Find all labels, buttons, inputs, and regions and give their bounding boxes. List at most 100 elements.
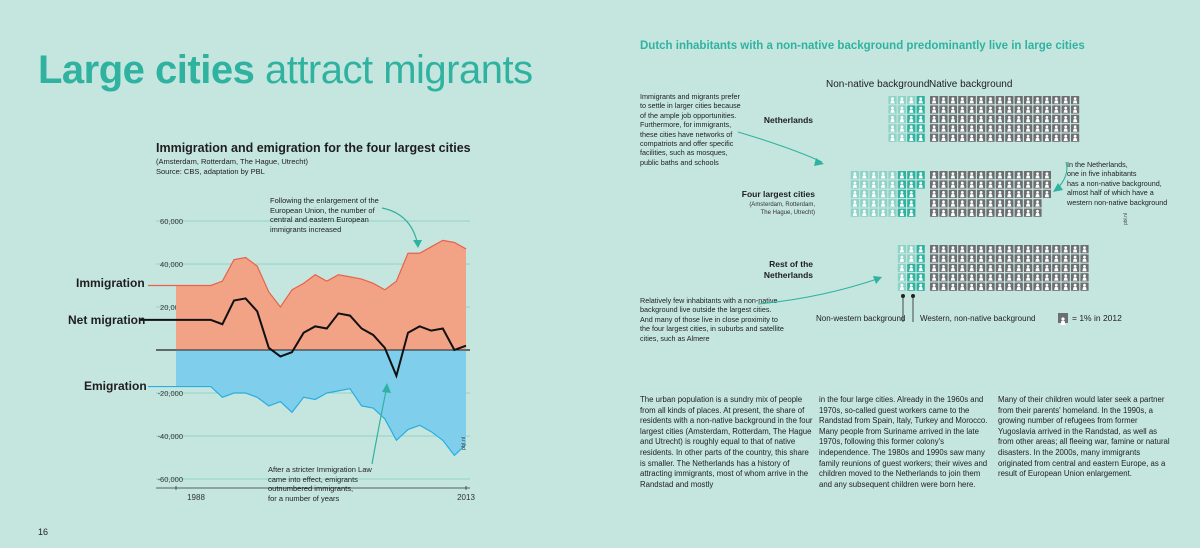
native-person-icon-cell xyxy=(986,208,995,217)
native-person-icon-head xyxy=(1054,116,1058,119)
western-person-icon-body xyxy=(909,184,914,188)
native-person-icon-body xyxy=(950,194,955,198)
row-sub-line: (Amsterdam, Rotterdam, xyxy=(749,202,815,208)
native-person-icon xyxy=(948,96,957,105)
native-person-icon-head xyxy=(951,172,955,176)
annotation-line: European Union, the number of xyxy=(270,205,375,215)
native-person-icon xyxy=(939,282,948,291)
native-person-icon-cell xyxy=(1033,124,1042,133)
native-person-icon-body xyxy=(1007,100,1012,104)
native-person-icon xyxy=(930,105,939,114)
native-person-icon-head xyxy=(1054,255,1058,259)
native-person-icon-head xyxy=(1073,116,1077,119)
native-person-icon-body xyxy=(997,268,1002,272)
native-person-icon xyxy=(995,133,1004,142)
native-person-icon-head xyxy=(1045,191,1049,194)
native-person-icon-body xyxy=(1054,137,1059,141)
non-western-person-icon-head xyxy=(900,265,904,268)
annotation-line: Relatively few inhabitants with a non-na… xyxy=(640,296,778,305)
migration-chart: 60,00040,00020,0000-20,000-40,000-60,000… xyxy=(140,207,475,502)
native-person-icon-cell xyxy=(1061,133,1070,142)
western-person-icon-cell xyxy=(907,282,916,291)
native-person-icon xyxy=(948,124,957,133)
non-western-person-icon-head xyxy=(862,181,866,185)
native-person-icon-cell xyxy=(995,208,1004,217)
native-person-icon-cell xyxy=(1071,245,1080,254)
non-western-person-icon-body xyxy=(852,212,857,216)
native-person-icon-cell xyxy=(1042,263,1051,272)
native-person-icon-cell xyxy=(977,133,986,142)
native-person-icon-body xyxy=(941,100,946,104)
native-person-icon-cell xyxy=(1080,254,1089,263)
native-person-icon xyxy=(939,105,948,114)
y-tick-label: 20,000 xyxy=(160,303,183,312)
native-person-icon xyxy=(1071,282,1080,291)
native-person-icon-body xyxy=(960,175,965,179)
native-person-icon-cell xyxy=(967,180,976,189)
native-person-icon xyxy=(1024,245,1033,254)
western-person-icon-cell xyxy=(907,133,916,142)
native-person-icon-head xyxy=(1036,134,1039,138)
native-person-icon-cell xyxy=(986,273,995,282)
non-western-person-icon xyxy=(850,171,859,180)
non-western-person-icon-body xyxy=(890,109,895,113)
non-western-person-icon-head xyxy=(862,191,866,194)
immigration-area xyxy=(176,240,466,350)
native-person-icon xyxy=(948,171,957,180)
native-person-icon-cell xyxy=(1052,263,1061,272)
native-person-icon-body xyxy=(950,286,955,290)
native-person-icon xyxy=(967,273,976,282)
western-person-icon-head xyxy=(909,181,913,185)
non-western-person-icon xyxy=(879,189,888,198)
native-person-icon-head xyxy=(932,106,936,110)
western-person-icon-head xyxy=(919,134,923,138)
native-person-icon-head xyxy=(998,125,1002,129)
native-person-icon xyxy=(948,254,957,263)
native-person-icon-cell xyxy=(1024,180,1033,189)
native-person-icon xyxy=(995,105,1004,114)
native-person-icon-cell xyxy=(1071,114,1080,123)
native-person-icon-body xyxy=(1007,109,1012,113)
non-western-person-icon-body xyxy=(881,203,886,207)
native-person-icon-cell xyxy=(986,96,995,105)
native-person-icon-body xyxy=(997,194,1002,198)
western-person-icon-body xyxy=(918,175,923,179)
native-person-icon-body xyxy=(960,109,965,113)
non-western-person-icon-head xyxy=(909,97,913,100)
y-tick-label: -20,000 xyxy=(158,389,183,398)
native-person-icon-head xyxy=(1083,265,1086,268)
row-label-rest: Rest of the Netherlands xyxy=(750,259,813,281)
native-person-icon xyxy=(1061,245,1070,254)
native-person-icon-head xyxy=(1064,283,1068,287)
native-person-icon-body xyxy=(1026,194,1031,198)
native-person-icon-cell xyxy=(1042,124,1051,133)
native-person-icon-cell xyxy=(1061,263,1070,272)
native-person-icon xyxy=(1071,254,1080,263)
native-person-icon-head xyxy=(989,172,992,176)
native-person-icon xyxy=(995,245,1004,254)
native-person-icon-cell xyxy=(958,208,967,217)
native-person-icon-cell xyxy=(1061,254,1070,263)
native-person-icon xyxy=(1061,114,1070,123)
native-person-icon-body xyxy=(941,109,946,113)
native-person-icon-head xyxy=(970,134,974,138)
native-person-icon-head xyxy=(998,209,1002,213)
native-person-icon-head xyxy=(1073,246,1077,250)
native-person-icon-head xyxy=(942,97,945,100)
western-person-icon xyxy=(907,273,916,282)
native-person-icon-body xyxy=(960,128,965,132)
native-person-icon-head xyxy=(1017,255,1021,259)
native-person-icon-body xyxy=(988,100,993,104)
non-western-person-icon xyxy=(897,245,906,254)
native-person-icon xyxy=(1005,199,1014,208)
native-person-icon-head xyxy=(989,134,992,138)
native-person-icon-head xyxy=(960,97,964,100)
native-person-icon xyxy=(948,263,957,272)
native-person-icon-head xyxy=(1073,255,1077,259)
emigration-label: Emigration xyxy=(84,379,147,393)
native-person-icon-body xyxy=(950,137,955,141)
native-person-icon-head xyxy=(998,265,1002,268)
native-person-icon-head xyxy=(951,255,955,259)
native-person-icon xyxy=(1042,282,1051,291)
non-western-person-icon-cell xyxy=(888,208,897,217)
